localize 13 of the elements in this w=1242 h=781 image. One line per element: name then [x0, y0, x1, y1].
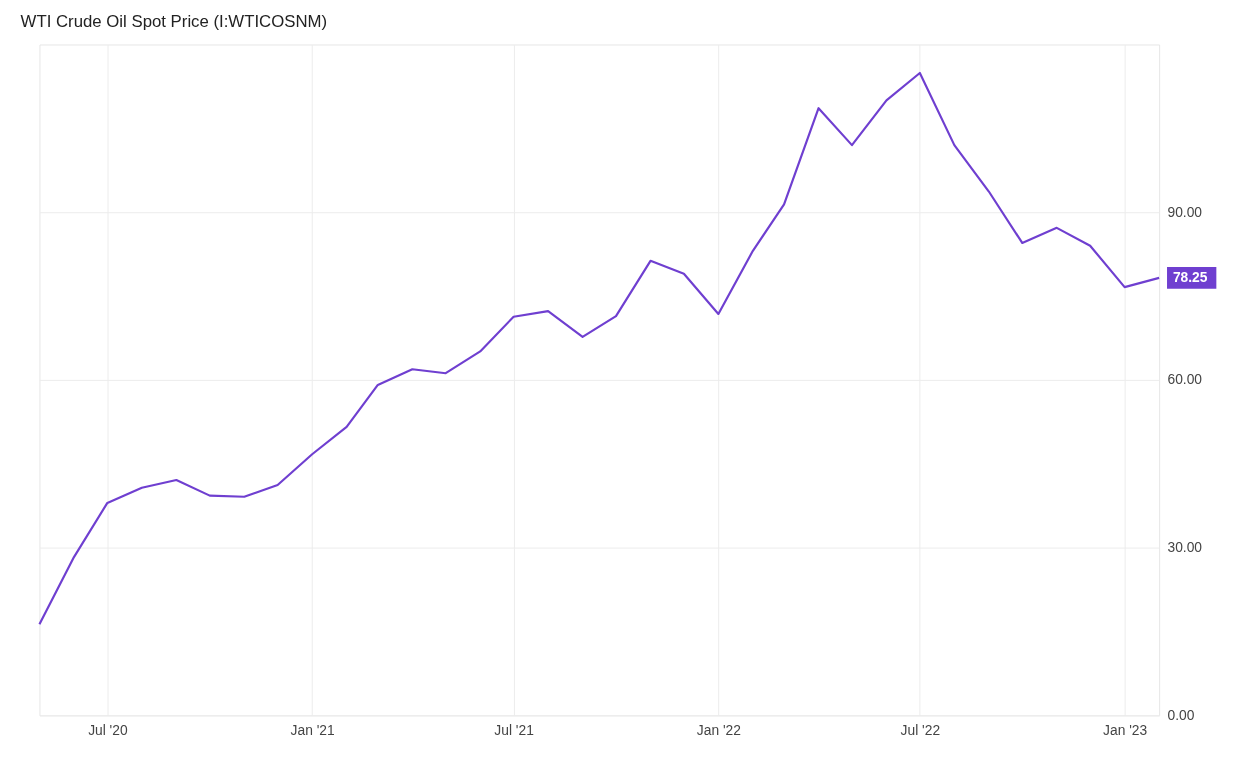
chart-title: WTI Crude Oil Spot Price (I:WTICOSNM) [20, 11, 328, 31]
x-tick-label: Jan '23 [1103, 721, 1148, 738]
y-tick-label: 30.00 [1167, 539, 1203, 556]
x-tick-label: Jul '21 [494, 721, 534, 738]
y-tick-label: 60.00 [1167, 371, 1203, 388]
x-tick-label: Jul '22 [900, 721, 941, 738]
x-tick-label: Jul '20 [88, 721, 128, 738]
x-tick-label: Jan '22 [696, 721, 741, 738]
y-tick-label: 0.00 [1167, 706, 1195, 723]
line-series [38, 71, 1161, 626]
annotation: 78.25 [1172, 268, 1208, 285]
y-tick-label: 90.00 [1167, 203, 1203, 220]
x-tick-label: Jan '21 [290, 721, 335, 738]
